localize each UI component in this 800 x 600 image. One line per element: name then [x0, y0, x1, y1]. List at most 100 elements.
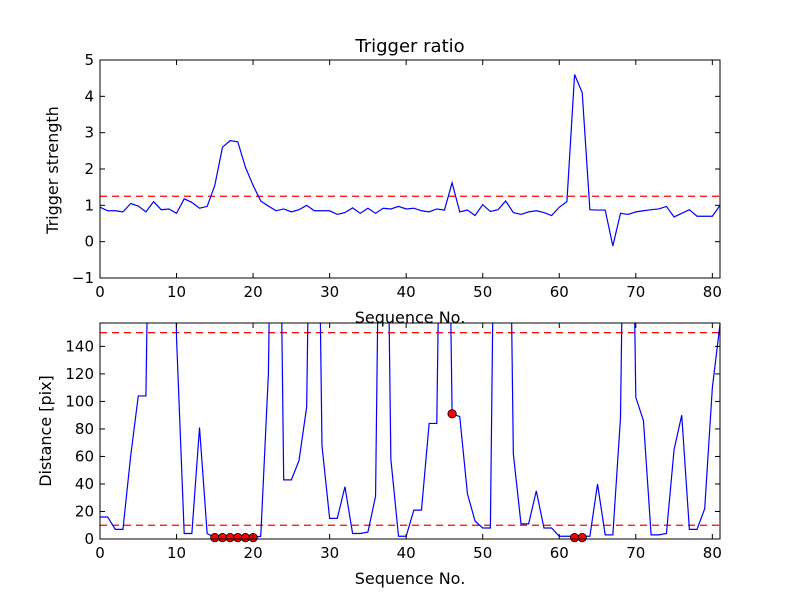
- x-axis-ticks: 0 10 20 30 40 50 60 70 80: [95, 323, 722, 562]
- data-point: [628, 214, 629, 215]
- distance-series: [100, 323, 720, 539]
- data-point: [161, 209, 162, 210]
- data-point: [421, 210, 422, 211]
- data-point: [222, 147, 223, 148]
- data-point: [681, 213, 682, 214]
- x-tick-label: 60: [550, 283, 569, 301]
- data-point: [551, 527, 552, 528]
- event-marker: [569, 533, 580, 543]
- y-axis-label: Distance [pix]: [36, 375, 55, 487]
- data-point: [559, 207, 560, 208]
- data-point: [306, 205, 307, 206]
- data-point: [398, 206, 399, 207]
- threshold-lines: [100, 331, 720, 526]
- data-point: [184, 533, 185, 534]
- data-point: [115, 210, 116, 211]
- data-point: [543, 527, 544, 528]
- data-point: [321, 210, 322, 211]
- trigger-series: [100, 74, 720, 247]
- x-tick-label: 50: [473, 283, 492, 301]
- data-point: [436, 423, 437, 424]
- data-point: [696, 529, 697, 530]
- data-point: [582, 92, 583, 93]
- data-point: [298, 460, 299, 461]
- data-point: [666, 206, 667, 207]
- x-axis-ticks: 0 10 20 30 40 50 60 70 80: [95, 60, 722, 301]
- x-tick-label: 0: [95, 283, 105, 301]
- data-point: [360, 213, 361, 214]
- event-marker: [233, 533, 243, 543]
- data-point: [612, 245, 613, 246]
- data-point: [620, 417, 621, 418]
- data-point: [689, 209, 690, 210]
- data-point: [704, 508, 705, 509]
- y-tick-label: 1: [84, 196, 94, 214]
- data-point: [283, 479, 284, 480]
- data-point: [597, 209, 598, 210]
- data-point: [237, 141, 238, 142]
- data-point: [429, 423, 430, 424]
- data-point: [444, 209, 445, 210]
- data-point: [260, 536, 261, 537]
- data-point: [260, 200, 261, 201]
- data-point: [115, 529, 116, 530]
- x-tick-label: 20: [244, 544, 263, 562]
- data-point: [620, 213, 621, 214]
- data-point: [666, 533, 667, 534]
- data-point: [291, 211, 292, 212]
- data-point: [712, 387, 713, 388]
- data-point: [138, 395, 139, 396]
- data-point: [122, 529, 123, 530]
- data-point: [344, 212, 345, 213]
- data-point: [467, 209, 468, 210]
- data-point: [252, 185, 253, 186]
- event-marker: [447, 409, 457, 419]
- y-tick-label: 0: [84, 233, 94, 251]
- data-point: [344, 486, 345, 487]
- x-tick-label: 70: [626, 544, 645, 562]
- data-point: [329, 210, 330, 211]
- y-tick-label: 100: [65, 392, 94, 410]
- data-point: [398, 536, 399, 537]
- data-point: [199, 427, 200, 428]
- data-point: [689, 529, 690, 530]
- data-point: [413, 208, 414, 209]
- x-tick-label: 40: [397, 544, 416, 562]
- data-point: [138, 205, 139, 206]
- data-point: [482, 204, 483, 205]
- event-marker: [240, 533, 251, 543]
- data-point: [520, 523, 521, 524]
- x-tick-label: 70: [626, 283, 645, 301]
- data-point: [451, 182, 452, 183]
- x-tick-label: 40: [397, 283, 416, 301]
- data-point: [651, 534, 652, 535]
- data-point: [474, 521, 475, 522]
- y-tick-label: 5: [84, 51, 94, 69]
- data-point: [681, 415, 682, 416]
- data-point: [168, 208, 169, 209]
- data-point: [459, 416, 460, 417]
- data-point: [337, 518, 338, 519]
- event-marker: [210, 533, 220, 543]
- y-tick-label: 20: [75, 502, 94, 520]
- data-point: [673, 216, 674, 217]
- data-point: [497, 209, 498, 210]
- data-point: [490, 527, 491, 528]
- data-point: [367, 532, 368, 533]
- data-point: [467, 493, 468, 494]
- data-point: [712, 216, 713, 217]
- series-line: [100, 74, 720, 247]
- data-point: [245, 167, 246, 168]
- x-tick-label: 10: [167, 283, 186, 301]
- data-point: [536, 490, 537, 491]
- data-point: [321, 445, 322, 446]
- x-tick-label: 10: [167, 544, 186, 562]
- x-tick-label: 0: [95, 544, 105, 562]
- data-point: [145, 211, 146, 212]
- data-point: [574, 74, 575, 75]
- data-point: [107, 210, 108, 211]
- y-tick-label: 80: [75, 420, 94, 438]
- data-point: [459, 211, 460, 212]
- data-point: [375, 496, 376, 497]
